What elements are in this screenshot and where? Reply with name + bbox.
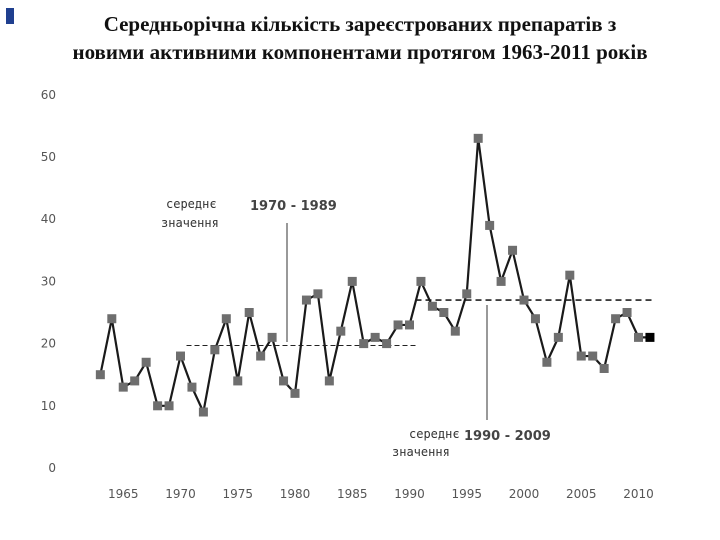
annotation-label-1970-1989-line-1: середнє <box>166 197 217 211</box>
data-point-1972 <box>198 407 208 417</box>
y-axis-ticks: 0 10 20 30 40 50 60 <box>41 88 56 475</box>
data-point-1971 <box>187 382 197 392</box>
data-point-1995 <box>462 289 472 299</box>
slide-title: Середньорічна кількість зареєстрованих п… <box>20 10 700 66</box>
data-point-1983 <box>324 376 334 386</box>
data-point-2004 <box>565 270 575 280</box>
data-point-1973 <box>210 345 220 355</box>
data-point-1996 <box>473 133 483 143</box>
data-point-1997 <box>485 220 495 230</box>
data-point-1967 <box>141 357 151 367</box>
average-lines <box>186 299 655 346</box>
x-tick-label-2010: 2010 <box>623 487 654 501</box>
series-group <box>95 133 655 417</box>
data-point-2005 <box>576 351 586 361</box>
x-tick-label-1990: 1990 <box>394 487 425 501</box>
data-point-2010 <box>634 332 643 342</box>
y-tick-label-50: 50 <box>41 150 56 164</box>
data-point-2008 <box>611 314 621 324</box>
x-tick-label-1995: 1995 <box>451 487 482 501</box>
data-point-1977 <box>256 351 266 361</box>
data-point-1964 <box>107 314 117 324</box>
data-point-1999 <box>508 245 518 255</box>
slide-title-line-1: Середньорічна кількість зареєстрованих п… <box>103 12 617 36</box>
annotations: середнє значення 1970 - 1989 середнє зна… <box>161 197 551 459</box>
annotation-period-1970-1989: 1970 - 1989 <box>250 199 337 214</box>
x-tick-label-1980: 1980 <box>280 487 311 501</box>
data-point-1965 <box>118 382 128 392</box>
y-tick-label-0: 0 <box>48 461 56 475</box>
y-tick-label-30: 30 <box>41 274 56 288</box>
x-axis-ticks: 1965 1970 1975 1980 1985 1990 1995 2000 2005 2010 <box>108 487 654 501</box>
data-point-1998 <box>496 276 506 286</box>
data-point-1979 <box>279 376 289 386</box>
y-tick-label-10: 10 <box>41 399 56 413</box>
data-point-1966 <box>130 376 140 386</box>
data-point-1992 <box>427 301 437 311</box>
annotation-period-1990-2009: 1990 - 2009 <box>464 429 551 444</box>
annotation-label-1970-1989-line-2: значення <box>161 216 219 230</box>
data-point-2001 <box>530 314 540 324</box>
data-point-1963 <box>95 370 105 380</box>
data-point-1986 <box>359 339 369 349</box>
data-point-1994 <box>450 326 460 336</box>
x-tick-label-1970: 1970 <box>165 487 196 501</box>
x-tick-label-2005: 2005 <box>566 487 597 501</box>
data-point-2006 <box>588 351 598 361</box>
x-tick-label-1975: 1975 <box>222 487 253 501</box>
annotation-label-1990-2009-line-2: значення <box>392 445 450 459</box>
data-point-1974 <box>221 314 231 324</box>
data-point-2011 <box>645 332 655 342</box>
data-point-1988 <box>382 339 392 349</box>
y-tick-label-40: 40 <box>41 212 56 226</box>
data-point-1970 <box>176 351 185 361</box>
y-tick-label-20: 20 <box>41 337 56 351</box>
data-point-1975 <box>233 376 243 386</box>
data-point-2007 <box>599 363 609 373</box>
data-point-2000 <box>519 295 529 305</box>
annotation-label-1990-2009-line-1: середнє <box>409 427 460 441</box>
y-tick-label-60: 60 <box>41 88 56 102</box>
data-point-1980 <box>290 388 300 398</box>
x-tick-label-2000: 2000 <box>509 487 540 501</box>
data-point-1984 <box>336 326 346 336</box>
data-point-1981 <box>301 295 311 305</box>
data-point-1969 <box>164 401 174 411</box>
data-point-1990 <box>405 320 414 330</box>
x-tick-label-1985: 1985 <box>337 487 368 501</box>
data-point-1987 <box>370 332 380 342</box>
data-point-2003 <box>553 332 563 342</box>
data-point-1978 <box>267 332 277 342</box>
data-point-1976 <box>244 308 254 317</box>
slide-title-line-2: новими активними компонентами протягом 1… <box>72 40 648 64</box>
data-point-1991 <box>416 276 426 286</box>
data-point-2002 <box>542 357 552 367</box>
data-point-1982 <box>313 289 323 299</box>
data-point-2009 <box>622 308 632 317</box>
slide-corner-marker <box>6 8 14 24</box>
data-point-1989 <box>393 320 403 330</box>
data-point-1968 <box>153 401 163 411</box>
data-point-1985 <box>347 276 357 286</box>
x-tick-label-1965: 1965 <box>108 487 139 501</box>
data-point-1993 <box>439 308 449 317</box>
